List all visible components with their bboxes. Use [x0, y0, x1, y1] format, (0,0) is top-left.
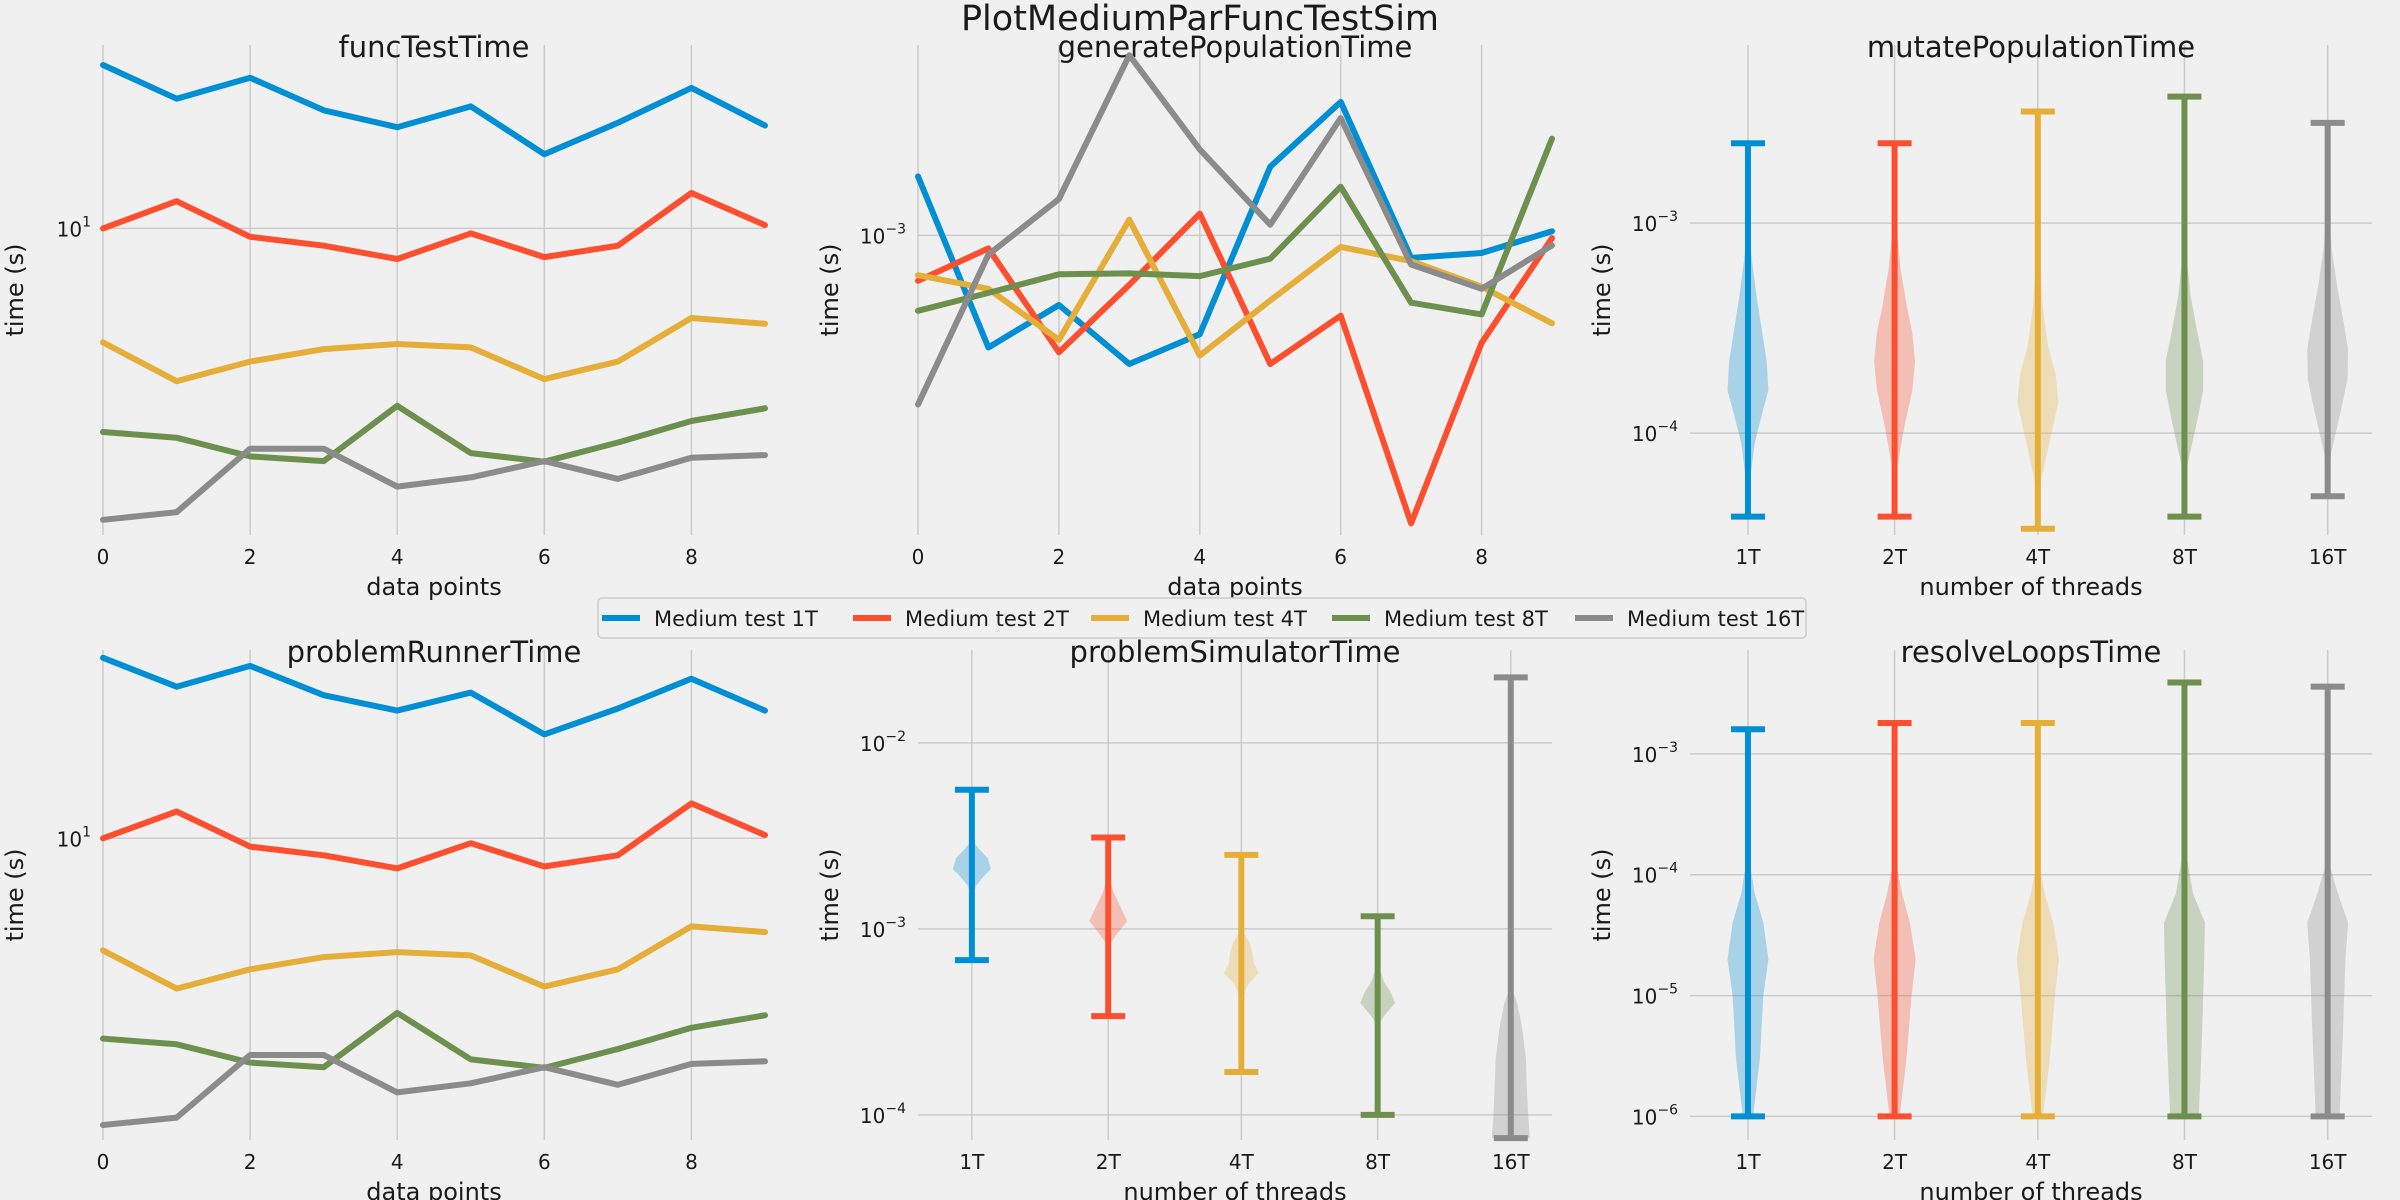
- series-line-1: [100, 654, 768, 738]
- chart-p5: problemSimulatorTime 1T 2T 4T 8T 16T 10−2 10−3 1…: [816, 635, 1552, 1200]
- plot-title: generatePopulationTime: [1058, 30, 1413, 64]
- x-tick-label: 8: [685, 1150, 698, 1174]
- x-tick-label: 1T: [959, 1150, 985, 1174]
- x-tick-label: 0: [97, 1150, 110, 1174]
- x-tick-label: 2: [244, 1150, 257, 1174]
- x-tick-label: 0: [912, 545, 925, 569]
- x-tick-label: 2: [244, 545, 257, 569]
- legend-frame: [597, 597, 1807, 639]
- x-axis-label: data points: [1167, 573, 1302, 601]
- y-tick-label: 10−4: [860, 1101, 906, 1128]
- y-tick-label: 10−3: [860, 915, 906, 942]
- plot-title: mutatePopulationTime: [1867, 30, 2195, 64]
- x-tick-label: 0: [97, 545, 110, 569]
- gridlines: [917, 45, 1552, 535]
- plot-title: funcTestTime: [339, 30, 530, 64]
- series-line-4: [100, 402, 768, 465]
- series-line-2: [915, 210, 1555, 527]
- series-line-2: [100, 800, 768, 872]
- x-axis-label: data points: [366, 1178, 501, 1200]
- y-axis-label: time (s): [816, 848, 844, 941]
- y-axis-label: time (s): [816, 243, 844, 336]
- chart-p2: generatePopulationTime 0 2 4 6 8 10−3 data poin…: [816, 30, 1555, 601]
- plot-title: problemRunnerTime: [287, 635, 582, 669]
- x-axis-label: number of threads: [1123, 1178, 1346, 1200]
- series-line-3: [100, 315, 768, 385]
- legend-entry-1: Medium test 1T: [654, 607, 818, 631]
- y-tick-label: 101: [57, 824, 91, 851]
- series-line-2: [100, 190, 768, 262]
- y-tick-label: 101: [57, 214, 91, 241]
- x-tick-label: 1T: [1735, 545, 1761, 569]
- x-tick-label: 6: [1334, 545, 1347, 569]
- x-tick-label: 2T: [1882, 545, 1908, 569]
- x-tick-label: 1T: [1735, 1150, 1761, 1174]
- y-axis-label: time (s): [1588, 848, 1616, 941]
- series-line-1: [100, 62, 768, 158]
- y-axis-label: time (s): [1, 848, 29, 941]
- y-tick-label: 10−6: [1632, 1102, 1678, 1129]
- x-tick-label: 8: [1475, 545, 1488, 569]
- legend-entry-5: Medium test 16T: [1627, 607, 1804, 631]
- x-tick-label: 2T: [1096, 1150, 1122, 1174]
- chart-p4: problemRunnerTime 0 2 4 6 8 101 data points time…: [1, 635, 768, 1200]
- legend-entry-3: Medium test 4T: [1143, 607, 1307, 631]
- x-tick-label: 16T: [2309, 545, 2347, 569]
- y-tick-label: 10−3: [860, 221, 906, 248]
- x-tick-label: 8T: [1365, 1150, 1391, 1174]
- x-axis-label: number of threads: [1919, 1178, 2142, 1200]
- x-axis-label: data points: [366, 573, 501, 601]
- series-line-4: [915, 135, 1555, 318]
- y-tick-label: 10−3: [1632, 209, 1678, 236]
- x-tick-label: 16T: [1492, 1150, 1530, 1174]
- series-line-3: [100, 923, 768, 992]
- chart-p3: mutatePopulationTime 1T 2T 4T 8T 16T 10−3 10−4 n…: [1588, 30, 2372, 601]
- chart-p1: funcTestTime 0 2 4 6 8 101 data points time (s): [1, 30, 768, 601]
- series-line-1: [915, 98, 1555, 367]
- series-line-4: [100, 1009, 768, 1071]
- x-tick-label: 8T: [2172, 1150, 2198, 1174]
- y-axis-label: time (s): [1, 243, 29, 336]
- x-tick-label: 4T: [2025, 1150, 2051, 1174]
- y-tick-label: 10−4: [1632, 861, 1678, 888]
- x-tick-label: 16T: [2309, 1150, 2347, 1174]
- x-tick-label: 8: [685, 545, 698, 569]
- series-line-5: [915, 52, 1555, 408]
- plot-title: problemSimulatorTime: [1070, 635, 1401, 669]
- x-tick-label: 4: [391, 1150, 404, 1174]
- x-tick-label: 6: [538, 545, 551, 569]
- x-tick-label: 4T: [1229, 1150, 1255, 1174]
- x-tick-label: 8T: [2172, 545, 2198, 569]
- legend-entry-4: Medium test 8T: [1384, 607, 1548, 631]
- x-tick-label: 4T: [2025, 545, 2051, 569]
- x-axis-label: number of threads: [1919, 573, 2142, 601]
- y-tick-label: 10−3: [1632, 740, 1678, 767]
- x-tick-label: 2T: [1882, 1150, 1908, 1174]
- x-tick-label: 4: [1193, 545, 1206, 569]
- x-tick-label: 4: [391, 545, 404, 569]
- y-tick-label: 10−5: [1632, 982, 1678, 1009]
- chart-p6: resolveLoopsTime 1T 2T 4T 8T 16T 10−3 10−4 10−5 1…: [1588, 635, 2372, 1200]
- y-axis-label: time (s): [1588, 243, 1616, 336]
- gridlines: [102, 45, 765, 535]
- y-tick-label: 10−4: [1632, 419, 1678, 446]
- plot-title: resolveLoopsTime: [1901, 635, 2162, 669]
- x-tick-label: 2: [1053, 545, 1066, 569]
- series-line-5: [100, 1052, 768, 1128]
- legend-entry-2: Medium test 2T: [905, 607, 1069, 631]
- x-tick-label: 6: [538, 1150, 551, 1174]
- y-tick-label: 10−2: [860, 729, 906, 756]
- series-line-5: [100, 445, 768, 523]
- legend: Medium test 1T Medium test 2T Medium test …: [597, 597, 1807, 639]
- figure-title: PlotMediumParFuncTestSim: [961, 0, 1439, 39]
